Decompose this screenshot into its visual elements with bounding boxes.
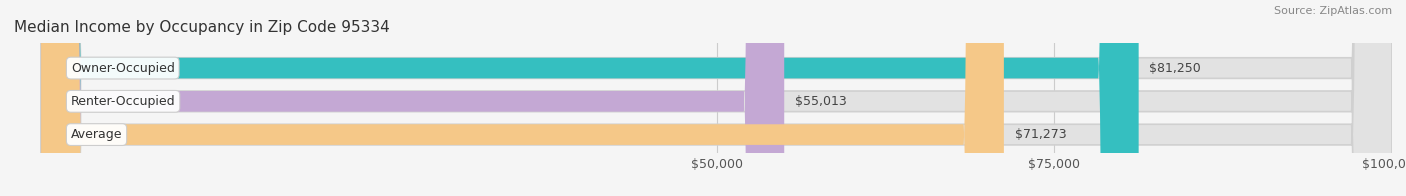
Text: Median Income by Occupancy in Zip Code 95334: Median Income by Occupancy in Zip Code 9… [14, 20, 389, 35]
FancyBboxPatch shape [41, 0, 785, 196]
Text: Renter-Occupied: Renter-Occupied [70, 95, 176, 108]
Text: $71,273: $71,273 [1015, 128, 1066, 141]
FancyBboxPatch shape [41, 0, 1139, 196]
FancyBboxPatch shape [41, 0, 1392, 196]
Text: Source: ZipAtlas.com: Source: ZipAtlas.com [1274, 6, 1392, 16]
FancyBboxPatch shape [41, 0, 1392, 196]
FancyBboxPatch shape [41, 0, 1392, 196]
Text: Average: Average [70, 128, 122, 141]
Text: $55,013: $55,013 [794, 95, 846, 108]
FancyBboxPatch shape [41, 0, 1004, 196]
Text: Owner-Occupied: Owner-Occupied [70, 62, 174, 74]
Text: $81,250: $81,250 [1150, 62, 1201, 74]
